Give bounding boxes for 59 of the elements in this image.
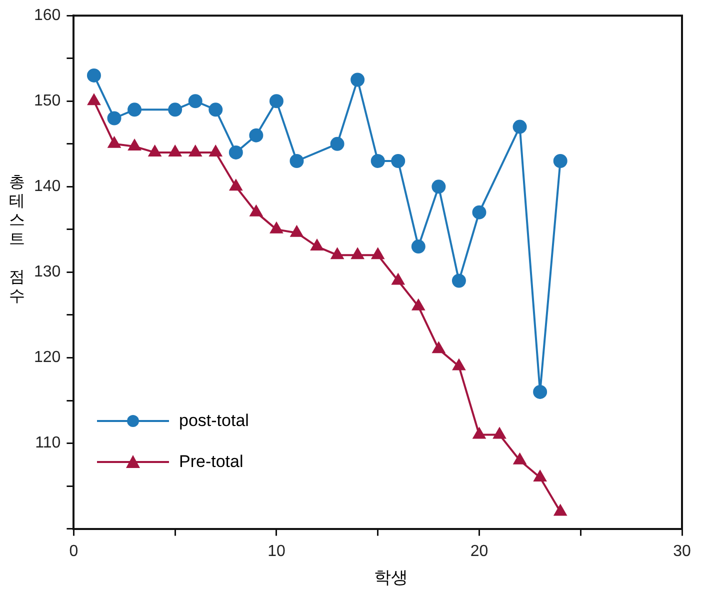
point bbox=[250, 205, 262, 216]
legend-label: post-total bbox=[179, 410, 249, 430]
point bbox=[86, 68, 101, 82]
point bbox=[331, 248, 344, 260]
point bbox=[392, 274, 404, 285]
x-axis-title: 학생 bbox=[373, 567, 409, 589]
point bbox=[330, 136, 344, 151]
point bbox=[208, 102, 223, 117]
point bbox=[411, 240, 426, 254]
point bbox=[128, 139, 141, 150]
point bbox=[249, 128, 264, 142]
point bbox=[189, 145, 202, 156]
y-tick-label: 120 bbox=[34, 349, 61, 366]
y-axis-title: 총테스트 점수 bbox=[8, 172, 26, 305]
point bbox=[228, 145, 243, 160]
point bbox=[290, 154, 304, 168]
x-tick-label: 30 bbox=[673, 542, 691, 560]
point bbox=[209, 145, 222, 156]
y-tick-label: 140 bbox=[34, 178, 61, 196]
point bbox=[472, 205, 486, 220]
point bbox=[188, 94, 202, 108]
point bbox=[553, 154, 568, 168]
point bbox=[230, 180, 242, 191]
point bbox=[108, 136, 120, 148]
point bbox=[290, 226, 303, 237]
point bbox=[533, 384, 548, 399]
point bbox=[534, 470, 546, 482]
x-tick-label: 0 bbox=[69, 542, 78, 560]
point bbox=[554, 504, 567, 516]
y-tick-label: 130 bbox=[34, 264, 61, 281]
point bbox=[351, 248, 364, 260]
x-tick-label: 10 bbox=[268, 542, 286, 560]
point bbox=[512, 120, 527, 134]
point bbox=[391, 154, 406, 168]
point bbox=[128, 102, 142, 117]
point bbox=[168, 145, 182, 156]
point bbox=[452, 274, 466, 288]
point bbox=[493, 428, 506, 439]
point bbox=[370, 154, 385, 168]
point bbox=[473, 428, 486, 439]
point bbox=[514, 453, 526, 464]
point bbox=[310, 240, 324, 251]
point bbox=[88, 94, 100, 106]
y-tick-label: 110 bbox=[35, 434, 61, 452]
point bbox=[432, 180, 446, 194]
point bbox=[270, 222, 283, 234]
y-tick-label: 160 bbox=[34, 7, 61, 24]
x-tick-label: 20 bbox=[470, 542, 488, 560]
point bbox=[452, 359, 466, 370]
point bbox=[372, 248, 384, 260]
point bbox=[269, 94, 284, 108]
point bbox=[107, 111, 122, 126]
legend-label: Pre-total bbox=[179, 452, 244, 472]
point bbox=[432, 342, 445, 354]
point bbox=[148, 145, 161, 156]
point bbox=[168, 102, 182, 117]
y-tick-label: 150 bbox=[34, 92, 61, 110]
point bbox=[412, 299, 425, 310]
point bbox=[350, 72, 365, 87]
